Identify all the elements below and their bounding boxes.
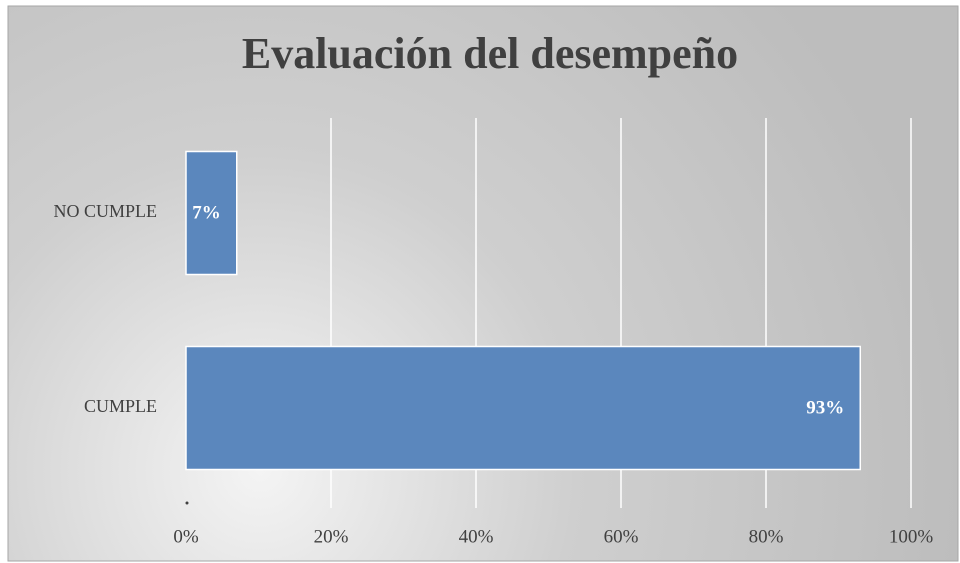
value-label: 93% (806, 397, 844, 418)
bar (185, 150, 238, 276)
dot (185, 501, 189, 505)
x-tick-label: 0% (173, 526, 199, 547)
x-tick-label: 40% (459, 526, 494, 547)
value-label: 7% (192, 202, 221, 223)
chart-background (7, 5, 959, 562)
x-tick-label: 60% (604, 526, 639, 547)
y-tick-label: NO CUMPLE (53, 201, 157, 221)
chart-title: Evaluación del desempeño (242, 29, 738, 78)
y-tick-label: CUMPLE (84, 396, 157, 416)
x-tick-label: 20% (314, 526, 349, 547)
x-tick-label: 80% (749, 526, 784, 547)
x-tick-label: 100% (889, 526, 934, 547)
bar (185, 345, 861, 471)
